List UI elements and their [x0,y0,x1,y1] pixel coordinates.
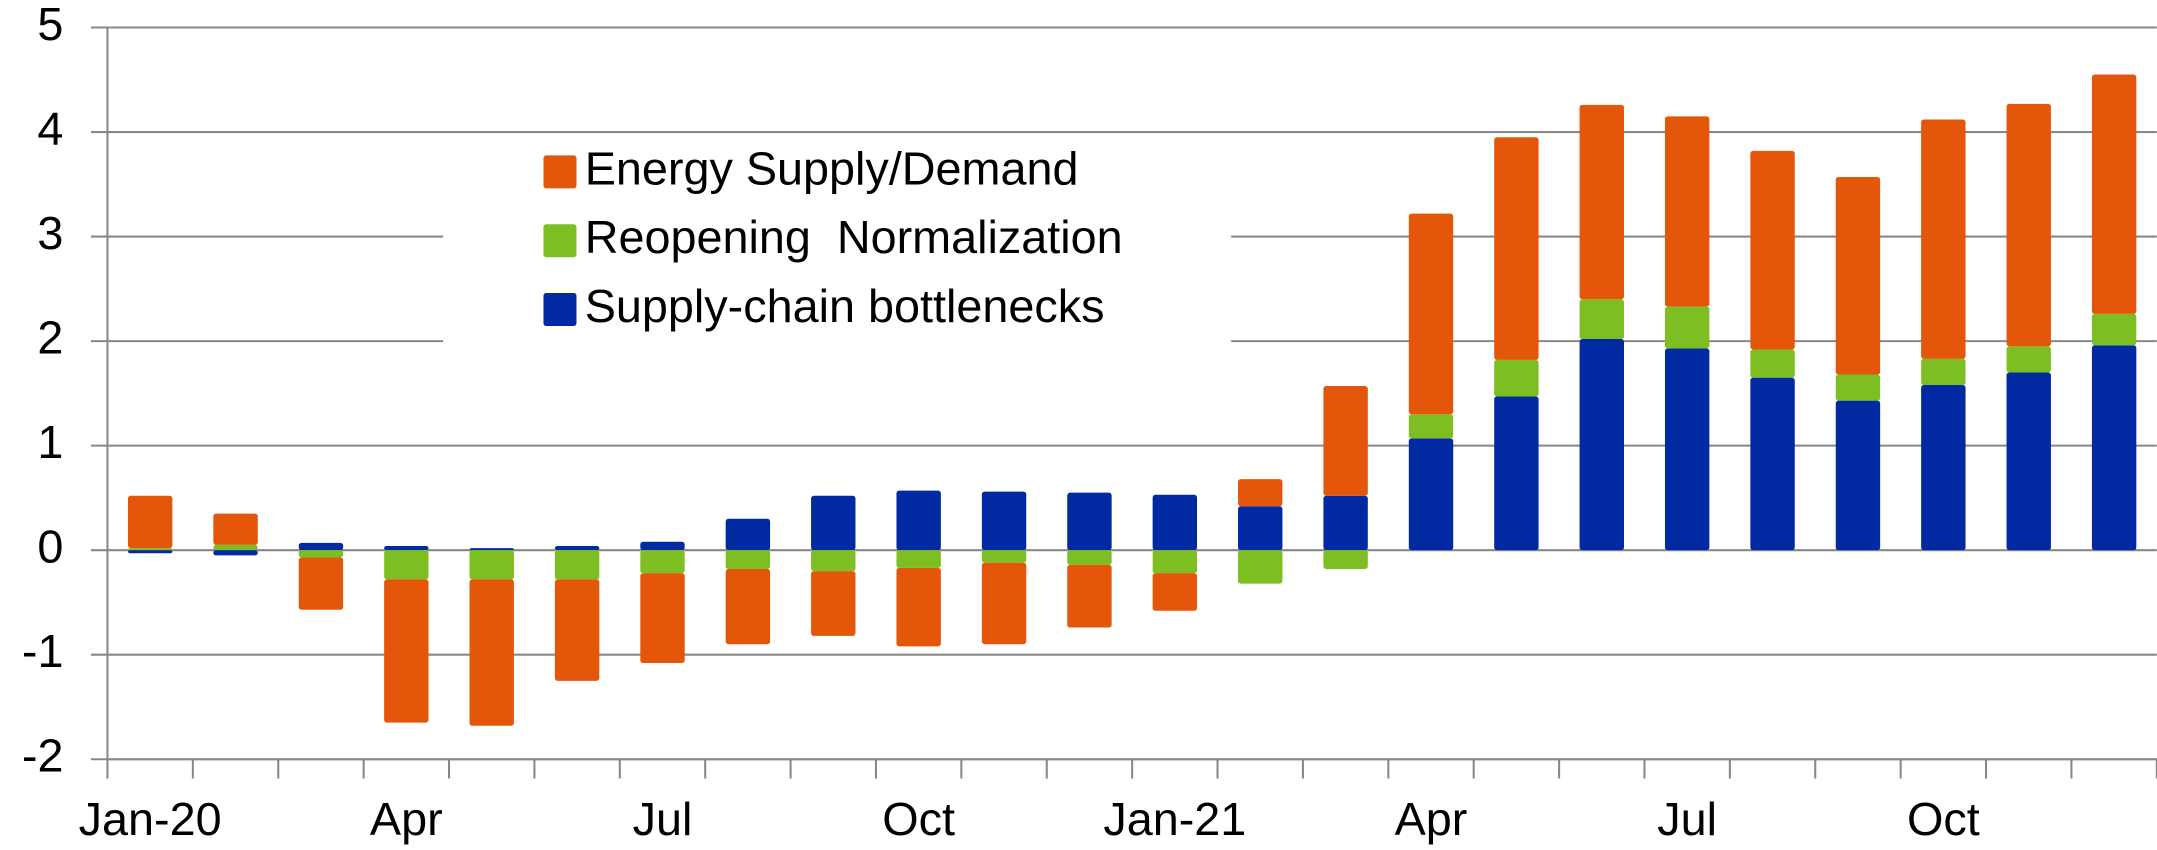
bar-segment [384,579,429,723]
bar-segment [1579,339,1624,551]
y-tick-label: 4 [37,102,63,154]
bar-segment [640,573,685,664]
bar-segment [127,550,173,554]
bar-segment [1238,550,1283,584]
bar-segment [1152,573,1198,611]
bar-segment [554,579,600,681]
bar-segment [1238,479,1283,507]
bar-segment [298,557,344,610]
bar-segment [1323,386,1368,496]
bar-segment [1750,349,1795,378]
bar-segment [1408,414,1454,439]
x-tick-label: Oct [882,793,955,845]
bar-segment [469,548,514,551]
bar-segment [1067,564,1112,628]
bar-segment [1750,150,1795,350]
bar-segment [298,542,344,551]
bar-segment [1835,374,1881,401]
bar-segment [213,544,258,551]
bar-segment [1664,348,1710,551]
bar-segment [384,545,429,551]
bar-segment [896,550,941,568]
bar-segment [1921,358,1966,386]
bar-segment [2091,74,2137,314]
bar-segment [1494,396,1539,551]
x-tick-label: Oct [1907,793,1980,845]
bar-segment [1579,104,1624,300]
bar-segment [213,550,258,556]
legend-label: Supply-chain bottlenecks [585,280,1105,332]
bar-segment [1067,550,1112,565]
bar-segment [1494,137,1539,360]
bar-segment [725,550,771,569]
x-tick-label: Apr [1395,793,1468,845]
bar-segment [127,548,173,551]
bar-segment [1408,213,1454,415]
bar-segment [1750,377,1795,551]
bar-segment [640,550,685,574]
bar-segment [1152,550,1198,574]
y-tick-label: 5 [37,0,63,50]
bar-segment [896,567,941,647]
bar-segment [811,550,856,572]
bar-segment [811,571,856,636]
y-tick-label: -2 [22,730,64,782]
bar-segment [811,495,856,551]
bar-segment [725,518,771,551]
bar-segment [981,550,1027,563]
bar-segment [1664,306,1710,349]
bar-segment [2091,313,2137,346]
x-tick-label: Jul [633,793,693,845]
legend-swatch [543,292,577,326]
legend-swatch [543,155,577,189]
bar-segment [640,541,685,551]
x-tick-label: Apr [370,793,443,845]
bar-segment [2091,345,2137,551]
bar-segment [1494,359,1539,397]
bar-segment [981,491,1027,551]
bar-segment [1152,494,1198,551]
y-tick-label: 0 [37,521,63,573]
bar-segment [2006,346,2051,373]
bar-segment [127,495,173,549]
bar-segment [1835,400,1881,551]
bar-segment [554,545,600,551]
legend-swatch [543,224,577,258]
bar-segment [1067,492,1112,551]
bar-segment [1664,116,1710,307]
bar-segment [981,562,1027,645]
bar-segment [384,550,429,580]
x-tick-label: Jan-21 [1103,793,1246,845]
bar-segment [2006,103,2051,347]
legend-label: Reopening Normalization [585,211,1123,263]
bar-segment [469,579,514,726]
bar-segment [469,550,514,580]
bar-segment [1921,385,1966,551]
legend-label: Energy Supply/Demand [585,142,1079,194]
bar-segment [1921,119,1966,359]
bar-segment [725,568,771,645]
bar-segment [1579,299,1624,340]
bar-segment [298,550,344,558]
bar-segment [896,490,941,551]
bar-segment [1323,550,1368,569]
bar-segment [1835,176,1881,375]
y-tick-label: -1 [22,625,64,677]
x-tick-label: Jan-20 [79,793,222,845]
y-tick-label: 2 [37,311,63,363]
y-tick-label: 1 [37,416,63,468]
bar-segment [2006,372,2051,551]
x-tick-label: Jul [1657,793,1717,845]
bar-segment [1323,495,1368,551]
bar-segment [1238,506,1283,551]
bar-segment [554,550,600,580]
bar-segment [213,513,258,545]
bar-segment [1408,438,1454,551]
y-tick-label: 3 [37,207,63,259]
